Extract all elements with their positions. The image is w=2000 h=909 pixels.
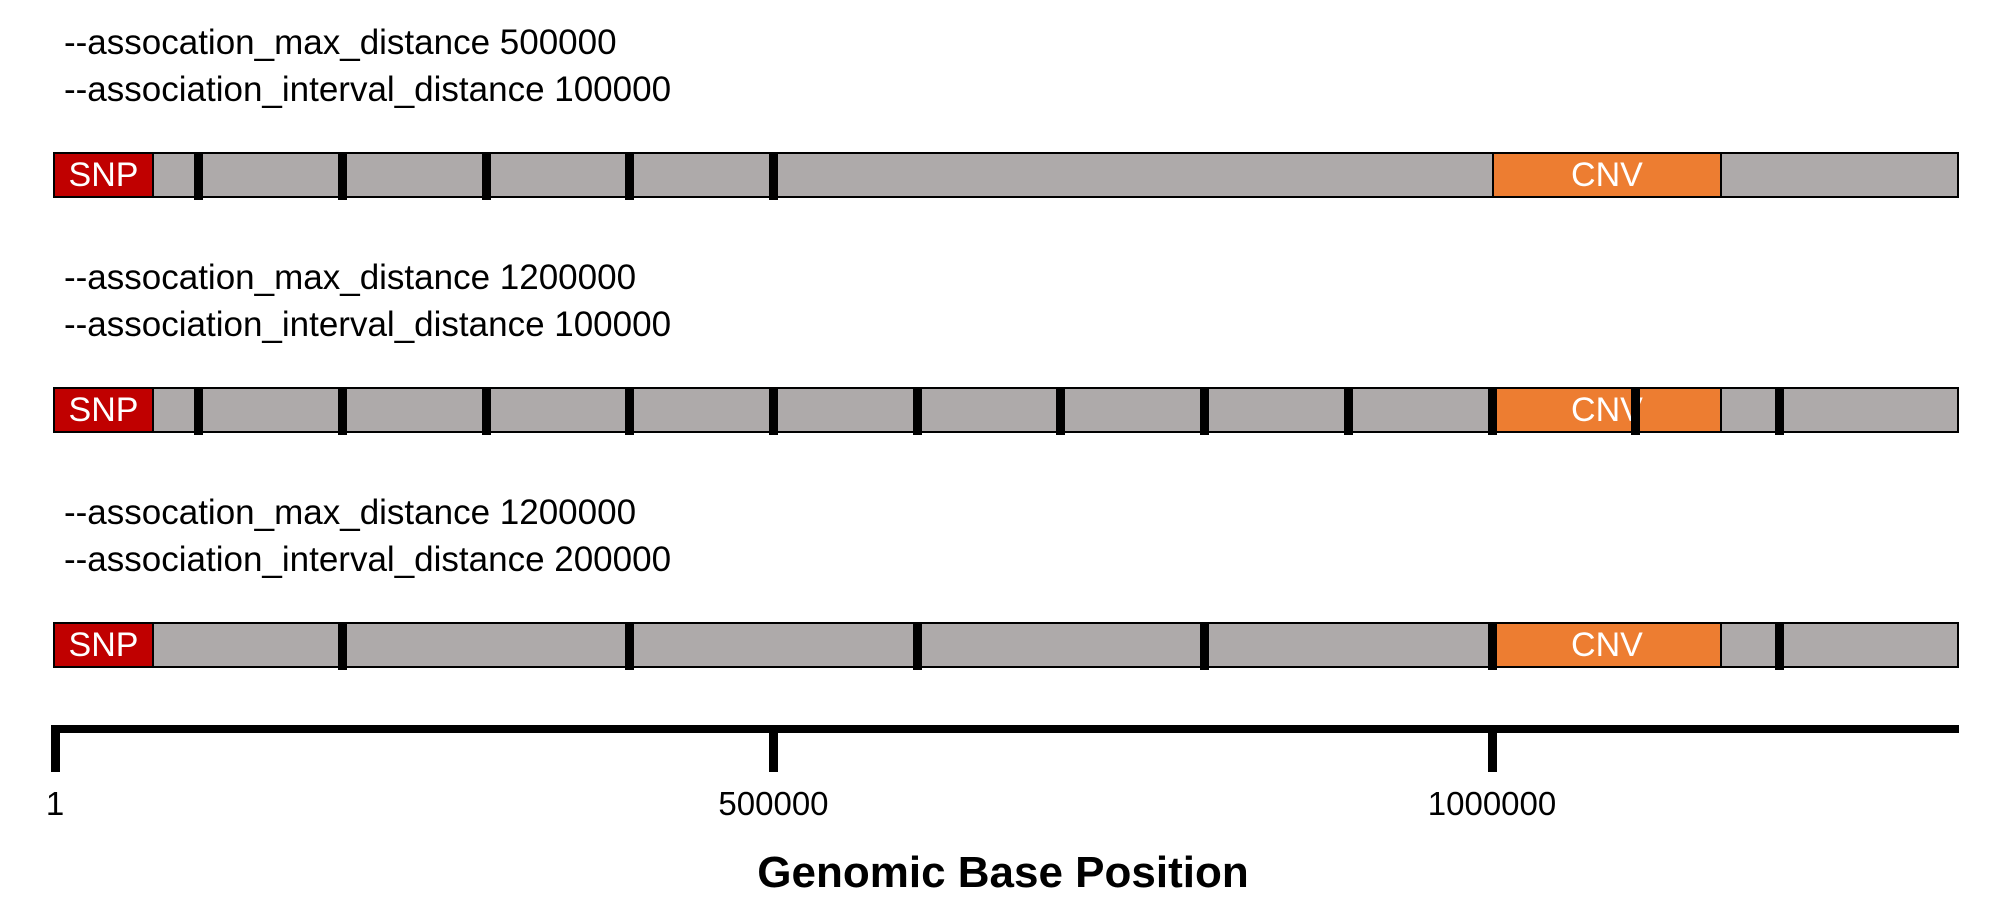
cnv-block: CNV	[1492, 624, 1722, 666]
cnv-block: CNV	[1492, 154, 1722, 196]
axis-tick	[768, 725, 778, 772]
interval-cut-marker	[625, 387, 635, 435]
interval-cut-marker	[912, 387, 922, 435]
interval-cut-marker	[1631, 387, 1641, 435]
track-3-interval-distance: --association_interval_distance 200000	[64, 540, 672, 579]
interval-cut-marker	[625, 152, 635, 200]
cnv-block: CNV	[1492, 389, 1722, 431]
axis-tick-label: 1	[45, 785, 65, 822]
axis-tick	[1487, 725, 1497, 772]
interval-cut-marker	[481, 152, 491, 200]
axis-tick	[50, 725, 60, 772]
interval-cut-marker	[768, 152, 778, 200]
track-1-max-distance: --assocation_max_distance 500000	[64, 23, 617, 62]
interval-cut-marker	[337, 152, 347, 200]
snp-block: SNP	[55, 624, 154, 666]
snp-block: SNP	[55, 389, 154, 431]
track-2-interval-distance: --association_interval_distance 100000	[64, 305, 672, 344]
genome-track-1: SNP CNV	[53, 152, 1959, 200]
interval-cut-marker	[337, 622, 347, 670]
interval-cut-marker	[1343, 387, 1353, 435]
genome-track-2: SNP CNV	[53, 387, 1959, 435]
axis-tick-label: 1000000	[1427, 785, 1557, 822]
axis-line	[53, 725, 1959, 733]
track-3-max-distance: --assocation_max_distance 1200000	[64, 493, 637, 532]
interval-cut-marker	[1774, 622, 1784, 670]
axis-tick-label: 500000	[718, 785, 829, 822]
interval-cut-marker	[1200, 622, 1210, 670]
interval-cut-marker	[625, 622, 635, 670]
snp-block: SNP	[55, 154, 154, 196]
axis-title: Genomic Base Position	[757, 848, 1249, 897]
interval-cut-marker	[194, 387, 204, 435]
track-2-max-distance: --assocation_max_distance 1200000	[64, 258, 637, 297]
interval-cut-marker	[481, 387, 491, 435]
interval-cut-marker	[337, 387, 347, 435]
interval-cut-marker	[1056, 387, 1066, 435]
genome-track-3: SNP CNV	[53, 622, 1959, 670]
interval-cut-marker	[1200, 387, 1210, 435]
interval-cut-marker	[1487, 387, 1497, 435]
interval-cut-marker	[768, 387, 778, 435]
track-1-interval-distance: --association_interval_distance 100000	[64, 70, 672, 109]
interval-cut-marker	[1774, 387, 1784, 435]
interval-cut-marker	[1487, 622, 1497, 670]
interval-cut-marker	[912, 622, 922, 670]
interval-cut-marker	[194, 152, 204, 200]
